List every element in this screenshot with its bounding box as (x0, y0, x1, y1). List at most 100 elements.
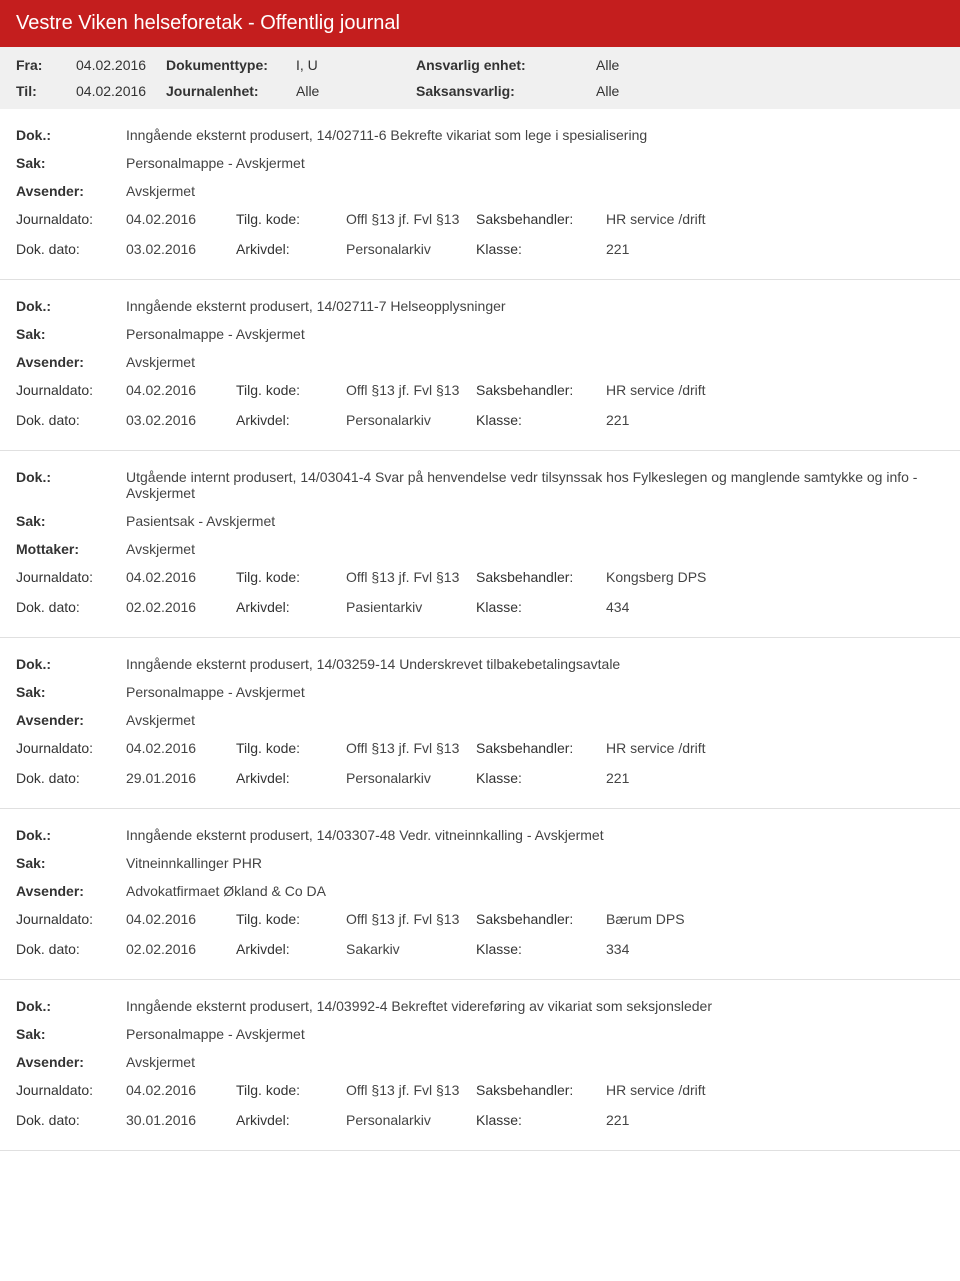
tilgkode-label: Tilg. kode: (236, 569, 346, 585)
journaldato-value: 04.02.2016 (126, 382, 236, 398)
tilgkode-value: Offl §13 jf. Fvl §13 (346, 740, 476, 756)
journaldato-value: 04.02.2016 (126, 211, 236, 227)
saksbehandler-label: Saksbehandler: (476, 382, 606, 398)
arkivdel-label: Arkivdel: (236, 412, 346, 428)
klasse-label: Klasse: (476, 941, 606, 957)
dok-label: Dok.: (16, 656, 126, 672)
sak-value: Pasientsak - Avskjermet (126, 513, 944, 529)
tilgkode-value: Offl §13 jf. Fvl §13 (346, 382, 476, 398)
journal-entry: Dok.:Inngående eksternt produsert, 14/02… (0, 280, 960, 451)
sak-label: Sak: (16, 326, 126, 342)
arkivdel-value: Pasientarkiv (346, 599, 476, 615)
dokdato-label: Dok. dato: (16, 770, 126, 786)
party-label: Mottaker: (16, 541, 126, 557)
saksansvarlig-value: Alle (596, 83, 716, 99)
dok-value: Inngående eksternt produsert, 14/02711-7… (126, 298, 944, 314)
party-value: Avskjermet (126, 1054, 944, 1070)
arkivdel-label: Arkivdel: (236, 770, 346, 786)
doktype-value: I, U (296, 57, 416, 73)
journaldato-label: Journaldato: (16, 211, 126, 227)
tilgkode-label: Tilg. kode: (236, 911, 346, 927)
dok-label: Dok.: (16, 127, 126, 143)
ansvarlig-value: Alle (596, 57, 716, 73)
saksbehandler-label: Saksbehandler: (476, 740, 606, 756)
dokdato-value: 02.02.2016 (126, 599, 236, 615)
dok-label: Dok.: (16, 827, 126, 843)
journaldato-label: Journaldato: (16, 382, 126, 398)
tilgkode-value: Offl §13 jf. Fvl §13 (346, 1082, 476, 1098)
klasse-label: Klasse: (476, 770, 606, 786)
saksbehandler-value: HR service /drift (606, 740, 944, 756)
klasse-value: 221 (606, 241, 944, 257)
fra-value: 04.02.2016 (76, 57, 166, 73)
dok-value: Inngående eksternt produsert, 14/03307-4… (126, 827, 944, 843)
sak-label: Sak: (16, 855, 126, 871)
tilgkode-label: Tilg. kode: (236, 382, 346, 398)
tilgkode-value: Offl §13 jf. Fvl §13 (346, 211, 476, 227)
dokdato-label: Dok. dato: (16, 1112, 126, 1128)
tilgkode-label: Tilg. kode: (236, 740, 346, 756)
journal-entry: Dok.:Inngående eksternt produsert, 14/03… (0, 638, 960, 809)
arkivdel-value: Personalarkiv (346, 770, 476, 786)
saksbehandler-value: HR service /drift (606, 382, 944, 398)
arkivdel-label: Arkivdel: (236, 1112, 346, 1128)
dokdato-value: 03.02.2016 (126, 412, 236, 428)
tilgkode-value: Offl §13 jf. Fvl §13 (346, 569, 476, 585)
sak-value: Personalmappe - Avskjermet (126, 155, 944, 171)
party-label: Avsender: (16, 354, 126, 370)
page-title: Vestre Viken helseforetak - Offentlig jo… (0, 0, 960, 47)
dok-value: Utgående internt produsert, 14/03041-4 S… (126, 469, 944, 501)
journaldato-label: Journaldato: (16, 911, 126, 927)
arkivdel-value: Personalarkiv (346, 1112, 476, 1128)
dok-label: Dok.: (16, 298, 126, 314)
party-value: Avskjermet (126, 354, 944, 370)
party-value: Avskjermet (126, 712, 944, 728)
party-label: Avsender: (16, 883, 126, 899)
saksbehandler-label: Saksbehandler: (476, 211, 606, 227)
journaldato-value: 04.02.2016 (126, 740, 236, 756)
journaldato-label: Journaldato: (16, 740, 126, 756)
dokdato-value: 02.02.2016 (126, 941, 236, 957)
klasse-value: 434 (606, 599, 944, 615)
ansvarlig-label: Ansvarlig enhet: (416, 57, 596, 73)
dokdato-value: 03.02.2016 (126, 241, 236, 257)
dok-value: Inngående eksternt produsert, 14/03259-1… (126, 656, 944, 672)
journaldato-label: Journaldato: (16, 1082, 126, 1098)
journal-entry: Dok.:Inngående eksternt produsert, 14/03… (0, 980, 960, 1151)
arkivdel-value: Personalarkiv (346, 241, 476, 257)
party-label: Avsender: (16, 712, 126, 728)
party-value: Avskjermet (126, 183, 944, 199)
dok-label: Dok.: (16, 469, 126, 485)
journal-entry: Dok.:Inngående eksternt produsert, 14/03… (0, 809, 960, 980)
sak-label: Sak: (16, 155, 126, 171)
til-value: 04.02.2016 (76, 83, 166, 99)
saksbehandler-value: HR service /drift (606, 1082, 944, 1098)
tilgkode-value: Offl §13 jf. Fvl §13 (346, 911, 476, 927)
party-label: Avsender: (16, 183, 126, 199)
klasse-value: 334 (606, 941, 944, 957)
dok-value: Inngående eksternt produsert, 14/03992-4… (126, 998, 944, 1014)
dokdato-label: Dok. dato: (16, 941, 126, 957)
journaldato-value: 04.02.2016 (126, 569, 236, 585)
dok-value: Inngående eksternt produsert, 14/02711-6… (126, 127, 944, 143)
sak-label: Sak: (16, 513, 126, 529)
arkivdel-label: Arkivdel: (236, 941, 346, 957)
party-label: Avsender: (16, 1054, 126, 1070)
klasse-label: Klasse: (476, 599, 606, 615)
saksbehandler-value: HR service /drift (606, 211, 944, 227)
journaldato-label: Journaldato: (16, 569, 126, 585)
klasse-label: Klasse: (476, 1112, 606, 1128)
dokdato-label: Dok. dato: (16, 241, 126, 257)
klasse-label: Klasse: (476, 241, 606, 257)
til-label: Til: (16, 83, 76, 99)
arkivdel-value: Personalarkiv (346, 412, 476, 428)
sak-value: Personalmappe - Avskjermet (126, 684, 944, 700)
sak-label: Sak: (16, 684, 126, 700)
tilgkode-label: Tilg. kode: (236, 1082, 346, 1098)
sak-value: Personalmappe - Avskjermet (126, 326, 944, 342)
journalenhet-label: Journalenhet: (166, 83, 296, 99)
party-value: Avskjermet (126, 541, 944, 557)
journaldato-value: 04.02.2016 (126, 1082, 236, 1098)
journalenhet-value: Alle (296, 83, 416, 99)
journal-entry: Dok.:Utgående internt produsert, 14/0304… (0, 451, 960, 638)
